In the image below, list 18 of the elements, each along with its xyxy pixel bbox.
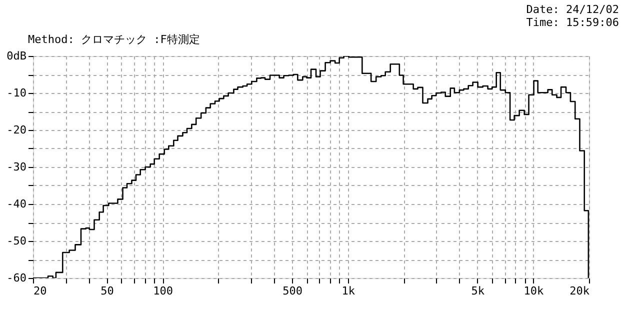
y-tick-label: -60 xyxy=(6,272,26,284)
y-tick-label: -30 xyxy=(6,160,26,174)
x-tick-label: 50 xyxy=(100,284,114,298)
x-tick-label: 1k xyxy=(342,284,356,298)
y-tick-label: -10 xyxy=(6,86,26,100)
y-tick-label: -40 xyxy=(6,198,26,210)
y-tick-label: -50 xyxy=(6,234,26,248)
x-tick-label: 5k xyxy=(471,284,485,298)
x-tick-label: 20 xyxy=(34,284,47,298)
x-tick-label: 20k xyxy=(570,284,590,298)
x-tick-label: 10k xyxy=(524,284,544,298)
y-tick-label: -20 xyxy=(6,124,26,136)
chart-title: Method: クロマチック :F特測定 xyxy=(28,33,200,46)
text: Time: 15:59:06 xyxy=(526,16,619,29)
y-tick-label: 0dB xyxy=(6,50,27,62)
x-tick-label: 100 xyxy=(153,284,173,298)
x-tick-label: 500 xyxy=(282,284,303,298)
text: Date: 24/12/02 xyxy=(526,3,619,16)
